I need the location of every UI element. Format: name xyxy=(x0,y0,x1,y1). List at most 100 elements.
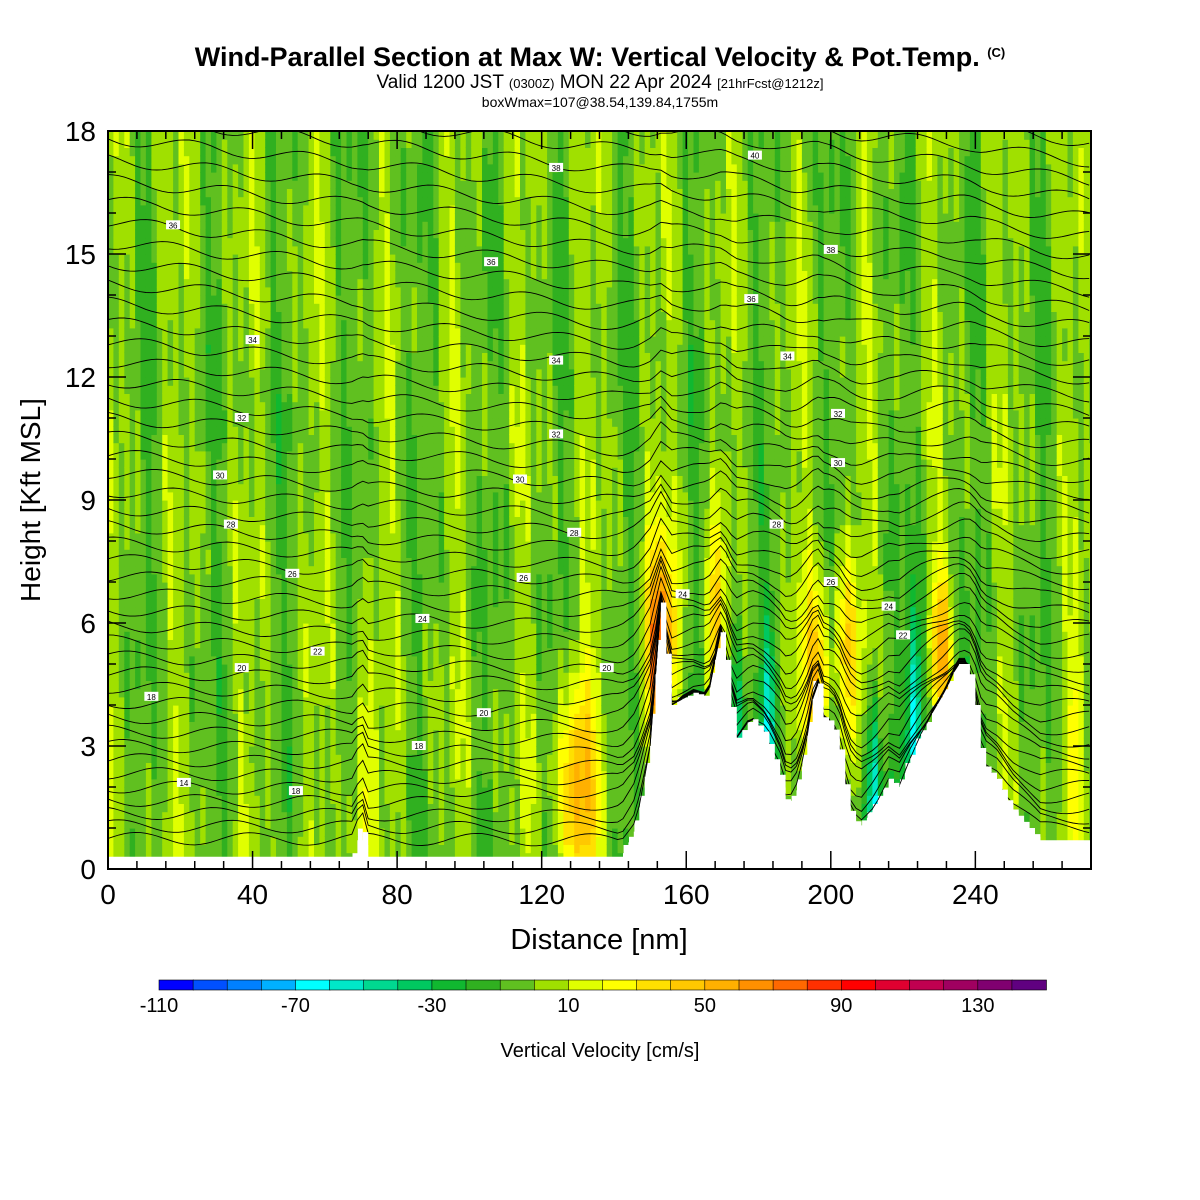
theta-contour-label: 26 xyxy=(285,568,300,579)
theta-contour-line xyxy=(108,154,1090,260)
theta-contour-line xyxy=(108,296,1090,385)
y-axis-label: Height [Kft MSL] xyxy=(15,398,46,602)
theta-contour-label: 24 xyxy=(881,601,896,612)
theta-contour-label: 18 xyxy=(288,786,303,796)
theta-contour-labels: 36 38 40 36 38 36 34 34 34 32 32 32 30 30 30 28 28 28 26 26… xyxy=(144,150,911,796)
theta-contour-line xyxy=(211,131,1090,218)
valid-date: MON 22 Apr 2024 xyxy=(559,72,712,93)
colorbar-swatch xyxy=(363,979,399,991)
colorbar-tick-label: -110 xyxy=(140,995,179,1017)
theta-contour-label: 28 xyxy=(769,519,784,530)
y-tick-label: 0 xyxy=(80,854,96,885)
theta-contour-line xyxy=(108,397,1090,466)
colorbar-swatch xyxy=(636,979,672,991)
colorbar-tick-label: 50 xyxy=(694,995,716,1017)
theta-contour-line xyxy=(108,241,1090,327)
theta-contour-label: 20 xyxy=(476,708,491,718)
theta-contour-line xyxy=(108,490,1090,559)
theta-contour-label: 38 xyxy=(549,162,564,173)
theta-contour-label: 34 xyxy=(245,335,260,345)
theta-contour-line xyxy=(108,450,1090,514)
chart-title: Wind-Parallel Section at Max W: Vertical… xyxy=(0,42,1200,73)
theta-contour-label: 22 xyxy=(310,646,325,657)
theta-contour-line xyxy=(108,469,1090,524)
colorbar-label: Vertical Velocity [cm/s] xyxy=(501,1040,700,1062)
theta-contour-line xyxy=(108,358,1090,429)
chart-subtitle: Valid 1200 JST (0300Z) MON 22 Apr 2024 [… xyxy=(0,72,1200,94)
theta-contour-label: 28 xyxy=(567,527,582,538)
theta-contour-line xyxy=(108,545,1090,613)
theta-contour-line xyxy=(108,262,1090,347)
theta-contour-label: 36 xyxy=(744,294,759,304)
colorbar-swatch xyxy=(772,979,808,991)
colorbar-swatch xyxy=(431,979,467,991)
theta-contour-line xyxy=(108,576,1090,673)
theta-contour-label: 38 xyxy=(823,244,838,255)
theta-contour-label: 30 xyxy=(512,474,527,485)
theta-contour-line xyxy=(108,219,1090,311)
y-tick-label: 18 xyxy=(65,116,96,147)
theta-contour-line xyxy=(108,317,1090,403)
theta-contours xyxy=(108,0,1090,847)
theta-contour-line xyxy=(108,138,1090,239)
theta-contour-label: 32 xyxy=(831,408,846,419)
colorbar-swatch xyxy=(568,979,604,991)
theta-contour-line xyxy=(108,600,1090,823)
theta-contour-label: 30 xyxy=(831,458,846,468)
valid-utc: (0300Z) xyxy=(508,76,555,91)
theta-contour-label: 32 xyxy=(549,429,564,439)
theta-contour-label: 34 xyxy=(780,351,795,362)
colorbar-tick-label: 10 xyxy=(557,995,579,1017)
colorbar-swatch xyxy=(840,979,877,991)
colorbar-swatch xyxy=(260,979,297,991)
theta-contour-line xyxy=(108,0,1089,66)
colorbar-swatch xyxy=(158,979,194,991)
theta-contour-line xyxy=(108,593,1090,706)
x-tick-label: 80 xyxy=(382,879,413,910)
forecast-info: [21hrFcst@1212z] xyxy=(717,76,824,91)
theta-contour-label: 20 xyxy=(599,663,614,673)
colorbar-swatch xyxy=(977,979,1013,991)
theta-contour-line xyxy=(108,558,1090,645)
theta-contour-line xyxy=(108,338,1090,416)
theta-contour-line xyxy=(1025,131,1090,146)
theta-contour-label: 36 xyxy=(166,220,181,230)
y-tick-label: 15 xyxy=(65,239,96,270)
valid-time: Valid 1200 JST xyxy=(376,72,504,93)
y-tick-label: 6 xyxy=(80,608,96,639)
x-tick-label: 160 xyxy=(663,879,710,910)
theta-contour-line xyxy=(108,534,1090,604)
theta-contour-line xyxy=(108,196,1090,298)
theta-contour-line xyxy=(108,5,1089,124)
theta-contour-line xyxy=(108,555,1090,628)
theta-contour-line xyxy=(108,598,1090,786)
x-tick-label: 200 xyxy=(807,879,854,910)
x-tick-label: 0 xyxy=(100,879,116,910)
theta-contour-label: 14 xyxy=(176,777,191,788)
theta-contour-label: 24 xyxy=(675,589,690,599)
theta-contour-label: 18 xyxy=(144,691,159,702)
box-info: boxWmax=107@38.54,139.84,1755m xyxy=(481,94,719,110)
colorbar-swatch xyxy=(670,979,706,991)
colorbar: -110 -70 -30 10 50 90 130 xyxy=(140,979,1047,1017)
colorbar-tick-label: -30 xyxy=(417,995,446,1017)
colorbar-swatch xyxy=(295,979,331,991)
copyright-mark: (C) xyxy=(987,45,1006,60)
theta-contour-label: 36 xyxy=(484,257,499,267)
theta-contour-label: 40 xyxy=(747,150,762,161)
theta-contour-line xyxy=(108,565,1090,659)
colorbar-swatch xyxy=(226,979,263,991)
colorbar-swatch xyxy=(806,979,843,991)
theta-contour-line xyxy=(108,596,1090,760)
theta-contour-line xyxy=(108,594,1090,723)
theta-contour-line xyxy=(108,501,1090,575)
theta-contour-label: 32 xyxy=(234,413,249,423)
theta-contour-line xyxy=(108,599,1090,811)
theta-contour-line xyxy=(108,595,1090,736)
theta-contour-line xyxy=(108,483,1090,542)
theta-contour-label: 28 xyxy=(223,519,238,530)
colorbar-swatch xyxy=(909,979,945,991)
theta-contour-line xyxy=(829,131,1090,168)
colorbar-swatch xyxy=(533,979,570,991)
